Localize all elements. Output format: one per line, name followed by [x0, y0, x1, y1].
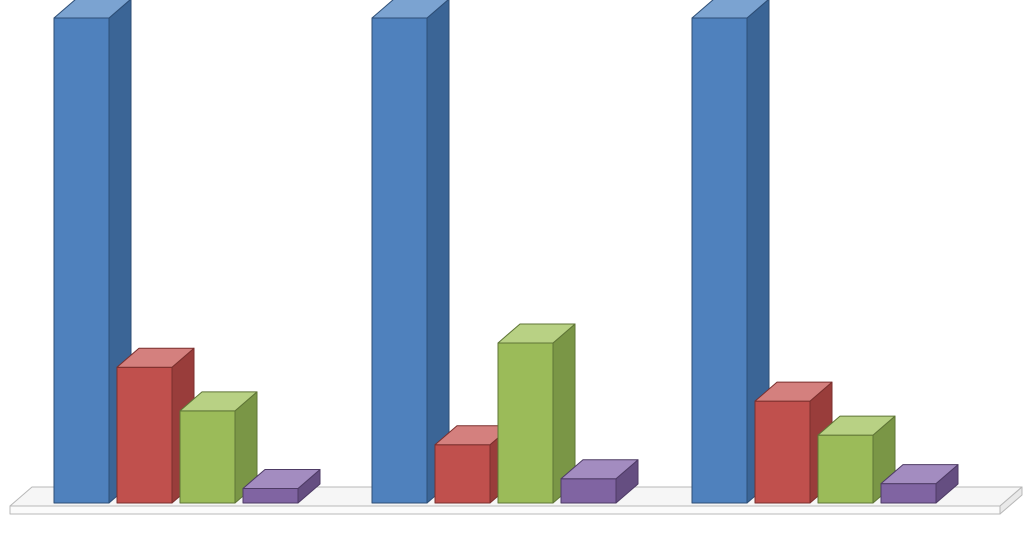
bar-front: [435, 445, 490, 503]
bar-front: [498, 343, 553, 503]
bar-front: [692, 18, 747, 503]
bar-front: [243, 488, 298, 503]
bar-front: [54, 18, 109, 503]
bar-front: [561, 479, 616, 503]
bar-front: [372, 18, 427, 503]
bar-front: [881, 484, 936, 503]
bar-chart-3d: [0, 0, 1023, 535]
bar-front: [117, 367, 172, 503]
chart-floor-front: [10, 506, 1000, 514]
bar-front: [180, 411, 235, 503]
bar-front: [755, 401, 810, 503]
bar-side: [427, 0, 449, 503]
bar-front: [818, 435, 873, 503]
